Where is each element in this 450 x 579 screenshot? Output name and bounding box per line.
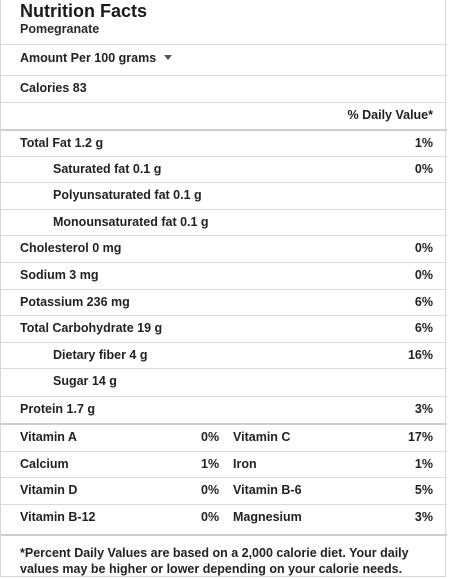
- footnote-divider: [1, 534, 447, 536]
- vitamin-row: Vitamin A 0% Vitamin C 17%: [1, 423, 447, 449]
- nutrient-pct: 1%: [414, 136, 433, 150]
- vitamin-row: Vitamin D 0% Vitamin B-6 5%: [1, 477, 447, 503]
- nutrient-pct: 0%: [414, 162, 433, 176]
- nutrient-row-sodium: Sodium 3 mg 0%: [1, 262, 447, 288]
- nutrient-label: Total Carbohydrate 19 g: [20, 321, 163, 335]
- vitamin-name: Vitamin C: [233, 430, 291, 444]
- nutrient-label: Total Fat 1.2 g: [20, 136, 104, 150]
- nutrient-label: Monounsaturated fat 0.1 g: [53, 215, 209, 229]
- vitamin-pct: 17%: [407, 430, 433, 444]
- vitamin-pct: 5%: [414, 483, 433, 497]
- nutrient-row-cholesterol: Cholesterol 0 mg 0%: [1, 235, 447, 261]
- vitamin-row: Vitamin B-12 0% Magnesium 3%: [1, 504, 447, 530]
- vitamin-name: Vitamin B-12: [20, 510, 96, 524]
- nutrient-label: Sodium 3 mg: [20, 268, 99, 282]
- vitamin-pct: 1%: [201, 457, 220, 471]
- nutrient-row-total-carbohydrate: Total Carbohydrate 19 g 6%: [1, 315, 447, 341]
- vitamin-pct: 0%: [201, 430, 220, 444]
- daily-value-header: % Daily Value*: [347, 108, 433, 122]
- vitamin-name: Iron: [233, 457, 257, 471]
- food-name: Pomegranate: [20, 22, 100, 36]
- vitamin-name: Vitamin D: [20, 483, 78, 497]
- nutrient-pct: 3%: [414, 402, 433, 416]
- serving-size-selector[interactable]: Amount Per 100 grams: [1, 44, 447, 72]
- nutrient-label: Saturated fat 0.1 g: [53, 162, 162, 176]
- nutrient-row-sugar: Sugar 14 g: [1, 368, 447, 394]
- nutrition-facts-title: Nutrition Facts: [20, 1, 148, 21]
- nutrient-row-monounsaturated-fat: Monounsaturated fat 0.1 g: [1, 209, 447, 235]
- vitamin-row: Calcium 1% Iron 1%: [1, 451, 447, 477]
- nutrient-label: Potassium 236 mg: [20, 295, 130, 309]
- nutrient-row-saturated-fat: Saturated fat 0.1 g 0%: [1, 156, 447, 182]
- nutrient-pct: 6%: [414, 295, 433, 309]
- nutrient-pct: 0%: [414, 241, 433, 255]
- dropdown-caret-icon[interactable]: [164, 55, 173, 61]
- vitamin-name: Calcium: [20, 457, 69, 471]
- vitamin-pct: 0%: [201, 510, 220, 524]
- daily-value-header-row: % Daily Value*: [1, 102, 447, 128]
- nutrient-pct: 0%: [414, 268, 433, 282]
- vitamin-name: Magnesium: [233, 510, 302, 524]
- vitamin-name: Vitamin B-6: [233, 483, 302, 497]
- nutrient-label: Protein 1.7 g: [20, 402, 96, 416]
- vitamin-pct: 0%: [201, 483, 220, 497]
- nutrient-pct: 16%: [407, 348, 433, 362]
- nutrient-row-potassium: Potassium 236 mg 6%: [1, 289, 447, 315]
- calories-row: Calories 83: [1, 75, 447, 101]
- vitamin-pct: 1%: [414, 457, 433, 471]
- vitamin-name: Vitamin A: [20, 430, 77, 444]
- nutrient-row-protein: Protein 1.7 g 3%: [1, 396, 447, 422]
- nutrient-label: Dietary fiber 4 g: [53, 348, 148, 362]
- nutrient-label: Sugar 14 g: [53, 374, 117, 388]
- nutrient-row-polyunsaturated-fat: Polyunsaturated fat 0.1 g: [1, 182, 447, 208]
- nutrient-pct: 6%: [414, 321, 433, 335]
- calories-label: Calories 83: [20, 81, 87, 95]
- nutrient-label: Polyunsaturated fat 0.1 g: [53, 188, 202, 202]
- nutrient-row-total-fat: Total Fat 1.2 g 1%: [1, 129, 447, 155]
- nutrient-label: Cholesterol 0 mg: [20, 241, 122, 255]
- nutrient-row-dietary-fiber: Dietary fiber 4 g 16%: [1, 342, 447, 368]
- vitamin-pct: 3%: [414, 510, 433, 524]
- serving-size-label[interactable]: Amount Per 100 grams: [20, 45, 173, 72]
- daily-value-footnote: *Percent Daily Values are based on a 2,0…: [20, 546, 409, 576]
